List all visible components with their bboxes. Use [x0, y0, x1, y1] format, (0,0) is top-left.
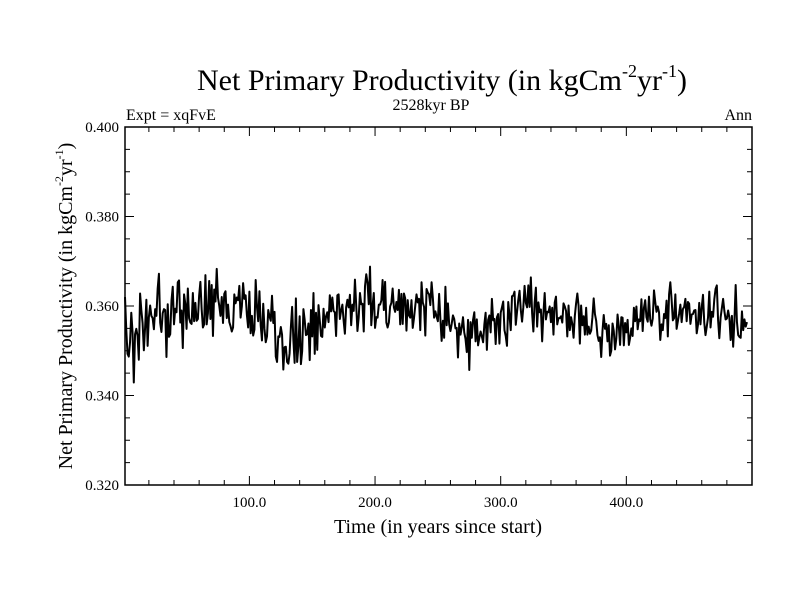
y-tick-label: 0.400: [85, 120, 119, 136]
y-tick-labels: 0.320 0.340 0.360 0.380 0.400: [85, 120, 119, 494]
x-tick-labels: 100.0 200.0 300.0 400.0: [233, 495, 644, 511]
x-tick-label: 300.0: [484, 495, 518, 511]
plot-frame: [124, 126, 753, 486]
season-label: Ann: [724, 107, 752, 124]
y-tick-label: 0.320: [85, 478, 119, 494]
x-axis: [148, 127, 728, 485]
x-tick-label: 100.0: [233, 495, 267, 511]
y-tick-label: 0.360: [85, 299, 119, 315]
chart-subtitle: 2528kyr BP: [393, 97, 470, 114]
y-tick-label: 0.340: [85, 389, 119, 405]
npp-series-line: [124, 265, 748, 384]
experiment-label: Expt = xqFvE: [126, 107, 216, 124]
y-axis-label: Net Primary Productivity (in kgCm-2yr-1): [52, 143, 77, 470]
x-tick-label: 400.0: [609, 495, 643, 511]
x-tick-label: 200.0: [358, 495, 392, 511]
y-tick-label: 0.380: [85, 210, 119, 226]
chart-title: Net Primary Productivity (in kgCm-2yr-1): [197, 61, 687, 97]
x-axis-label: Time (in years since start): [334, 516, 542, 538]
